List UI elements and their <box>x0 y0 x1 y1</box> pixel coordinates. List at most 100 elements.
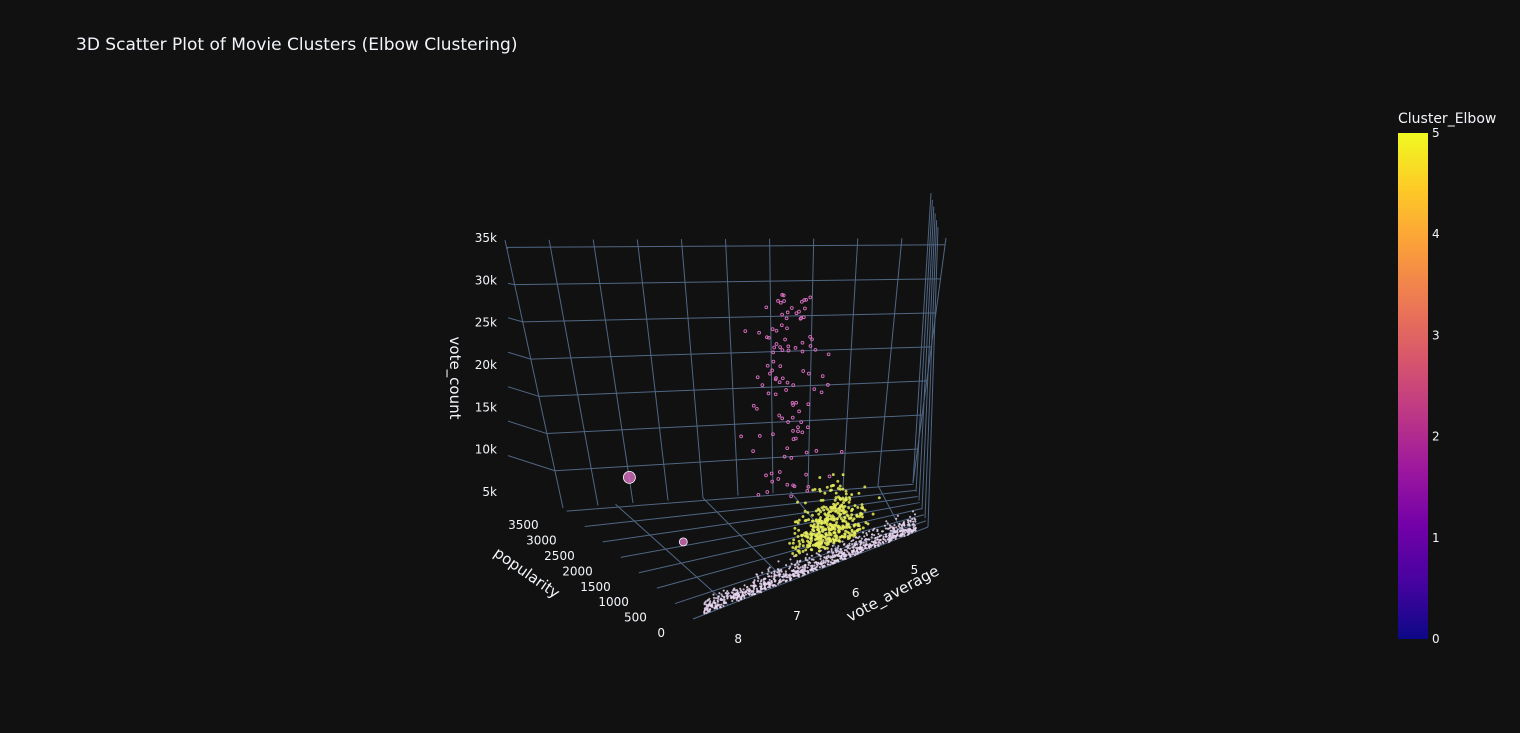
data-point[interactable] <box>791 546 795 549</box>
data-point[interactable] <box>914 529 917 532</box>
data-point[interactable] <box>770 327 775 331</box>
data-point[interactable] <box>846 514 850 518</box>
data-point[interactable] <box>816 535 820 539</box>
data-point[interactable] <box>719 605 722 609</box>
data-point[interactable] <box>901 527 904 530</box>
data-point[interactable] <box>772 345 777 350</box>
data-point[interactable] <box>711 606 714 609</box>
data-point[interactable] <box>817 512 821 516</box>
data-point[interactable] <box>825 557 829 560</box>
data-point[interactable] <box>803 306 807 311</box>
data-point[interactable] <box>743 584 746 587</box>
data-point[interactable] <box>705 612 708 615</box>
data-point[interactable] <box>725 592 728 595</box>
data-point[interactable] <box>797 518 801 522</box>
data-point[interactable] <box>778 364 783 368</box>
data-point[interactable] <box>838 484 842 488</box>
data-point[interactable] <box>858 540 861 543</box>
data-point[interactable] <box>806 484 811 489</box>
data-point[interactable] <box>769 581 772 584</box>
data-point[interactable] <box>744 593 747 596</box>
data-point[interactable] <box>762 580 765 584</box>
data-point[interactable] <box>856 506 860 509</box>
data-point[interactable] <box>868 538 871 541</box>
data-point[interactable] <box>854 546 858 549</box>
data-point[interactable] <box>888 524 892 527</box>
data-point[interactable] <box>729 594 732 597</box>
data-point[interactable] <box>788 567 791 570</box>
data-point[interactable] <box>793 346 798 350</box>
data-point[interactable] <box>812 387 817 391</box>
data-point[interactable] <box>764 588 767 591</box>
data-point[interactable] <box>759 587 762 590</box>
data-point[interactable] <box>800 534 804 538</box>
data-point[interactable] <box>804 531 808 535</box>
data-point[interactable] <box>847 500 851 504</box>
data-point[interactable] <box>796 429 800 434</box>
data-point[interactable] <box>784 388 788 392</box>
data-point[interactable] <box>707 610 710 613</box>
data-point[interactable] <box>790 562 793 565</box>
data-point[interactable] <box>879 542 882 545</box>
data-point[interactable] <box>814 543 818 547</box>
data-point[interactable] <box>895 517 898 520</box>
data-point[interactable] <box>781 293 786 298</box>
data-point[interactable] <box>826 507 830 511</box>
data-point[interactable] <box>836 546 839 550</box>
data-point[interactable] <box>877 543 880 546</box>
data-point[interactable] <box>847 546 850 549</box>
data-point[interactable] <box>764 473 768 478</box>
data-point[interactable] <box>889 539 892 542</box>
data-point[interactable] <box>703 610 706 613</box>
data-point[interactable] <box>843 533 847 536</box>
data-point[interactable] <box>848 497 852 501</box>
data-point[interactable] <box>831 518 835 522</box>
data-point[interactable] <box>900 529 903 532</box>
data-point[interactable] <box>828 489 832 492</box>
data-point[interactable] <box>836 486 840 490</box>
data-point[interactable] <box>860 515 864 519</box>
data-point[interactable] <box>822 559 825 562</box>
data-point[interactable] <box>833 498 837 502</box>
data-point[interactable] <box>823 517 827 521</box>
data-point[interactable] <box>801 565 804 568</box>
data-point[interactable] <box>818 519 822 523</box>
data-point[interactable] <box>814 568 817 571</box>
data-point[interactable] <box>856 522 860 526</box>
data-point[interactable] <box>850 493 854 497</box>
data-point[interactable] <box>704 600 707 603</box>
data-point[interactable] <box>910 530 913 533</box>
data-point[interactable] <box>754 584 757 587</box>
data-point[interactable] <box>782 573 785 576</box>
data-point[interactable] <box>834 503 838 507</box>
data-point[interactable] <box>837 539 841 543</box>
data-point[interactable] <box>846 550 849 553</box>
data-point[interactable] <box>771 432 775 437</box>
data-point[interactable] <box>862 541 865 544</box>
data-point[interactable] <box>755 375 760 380</box>
data-point[interactable] <box>857 491 861 495</box>
data-point[interactable] <box>884 540 888 543</box>
data-point[interactable] <box>834 496 838 500</box>
data-point[interactable] <box>823 512 827 516</box>
data-point[interactable] <box>837 529 840 532</box>
data-point[interactable] <box>831 558 834 561</box>
data-point[interactable] <box>813 532 816 536</box>
data-point[interactable] <box>784 574 787 577</box>
data-point[interactable] <box>853 542 856 545</box>
data-point[interactable] <box>717 596 720 599</box>
data-point[interactable] <box>797 563 800 566</box>
data-point[interactable] <box>829 556 832 559</box>
data-point[interactable] <box>845 525 849 529</box>
data-point[interactable] <box>894 536 897 539</box>
data-point[interactable] <box>722 600 726 603</box>
data-point[interactable] <box>868 546 871 549</box>
data-point[interactable] <box>845 545 848 548</box>
data-point[interactable] <box>806 553 809 556</box>
data-point[interactable] <box>912 526 915 529</box>
data-point[interactable] <box>873 545 877 548</box>
data-point[interactable] <box>796 560 799 563</box>
data-point[interactable] <box>907 532 910 535</box>
data-point[interactable] <box>816 523 820 527</box>
data-point[interactable] <box>833 509 837 513</box>
